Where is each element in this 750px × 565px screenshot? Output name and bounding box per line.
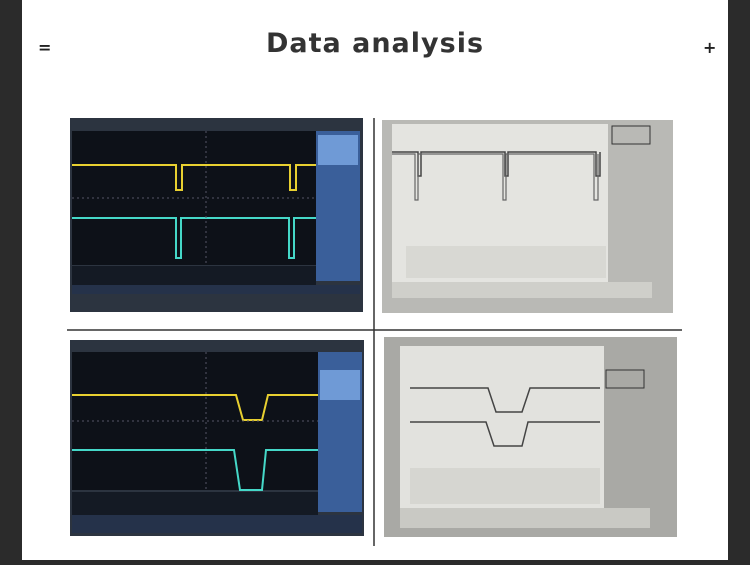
menu-button[interactable]: = [38, 38, 52, 57]
add-button[interactable]: + [703, 38, 717, 57]
status-bar [72, 285, 360, 294]
waveform [72, 449, 318, 491]
status-bar [392, 282, 652, 298]
waveform [72, 164, 316, 191]
measure-panel [406, 246, 606, 278]
scope-photo [70, 340, 364, 536]
menu-item [320, 370, 360, 400]
menu-item [318, 135, 358, 165]
waveform [392, 153, 599, 201]
waveform [410, 421, 600, 447]
status-bar [72, 515, 362, 533]
menu-item [605, 369, 645, 389]
scope-photo [384, 337, 677, 537]
waveform [72, 217, 316, 259]
waveform [410, 387, 600, 413]
waveform [72, 394, 318, 421]
measure-panel [410, 468, 600, 504]
scope-photo [70, 118, 363, 312]
page-title: Data analysis [265, 28, 485, 59]
menu-item [611, 125, 651, 145]
scope-photo [382, 120, 673, 313]
status-bar [400, 508, 650, 528]
